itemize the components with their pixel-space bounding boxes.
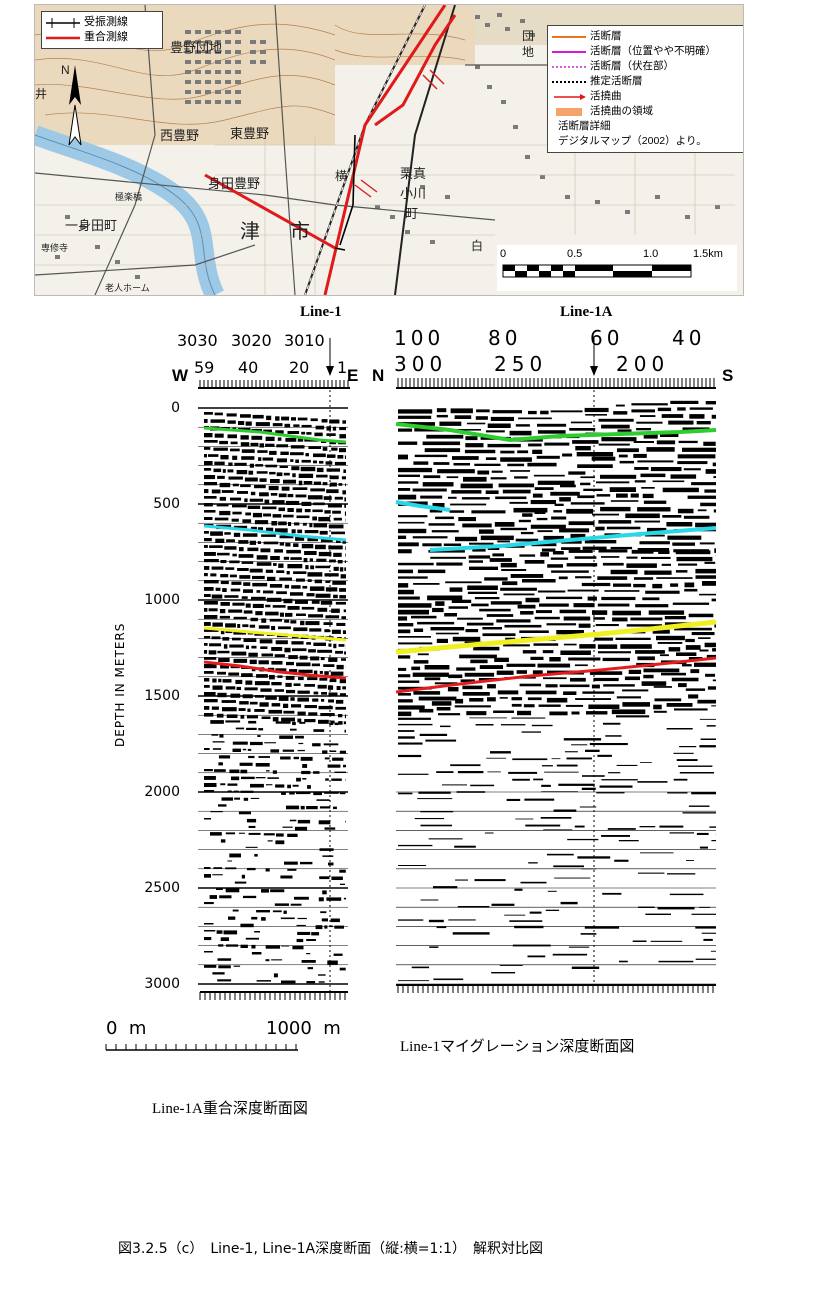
- legend-item-inferred-fault: 推定活断層: [552, 74, 742, 89]
- left-bottom-axis-20: 20: [289, 358, 310, 377]
- right-top-axis-40: 40: [672, 326, 706, 350]
- horizon-cyan: [203, 524, 347, 542]
- place-label: 栗真: [400, 166, 427, 181]
- horizon-yellow-right: [395, 619, 717, 655]
- depth-tick-3000: 3000: [144, 976, 180, 992]
- right-top-axis-60: 60: [590, 326, 624, 350]
- left-bottom-axis-59: 59: [194, 358, 215, 377]
- left-section: [198, 338, 350, 1000]
- flexure-arrow-icon: [552, 92, 586, 102]
- cmp-line-icon: [46, 33, 80, 43]
- horizon-yellow: [203, 626, 347, 642]
- place-label: 小川: [400, 186, 427, 201]
- legend-item-receiver-line: 受振測線: [46, 15, 158, 30]
- north-label: N: [61, 63, 70, 77]
- scale-tick-0: 0: [500, 248, 507, 260]
- receiver-line-icon: [46, 17, 80, 28]
- inferred-fault-icon: [552, 77, 586, 87]
- place-label: 井: [35, 87, 48, 101]
- north-dir-label: N: [372, 366, 385, 385]
- depth-tick-2500: 2500: [144, 880, 180, 896]
- legend-item-concealed-fault: 活断層（伏在部）: [552, 59, 742, 74]
- place-label: 豊野団地: [170, 40, 223, 55]
- line1-title: Line-1: [300, 304, 342, 320]
- distance-scale-1000: 1000 m: [266, 1018, 341, 1039]
- concealed-fault-icon: [552, 62, 586, 72]
- place-label: 町: [405, 206, 419, 221]
- depth-tick-500: 500: [153, 496, 180, 512]
- right-bottom-axis-200: 200: [616, 352, 670, 376]
- place-label: 団: [522, 29, 535, 43]
- left-bottom-axis-40: 40: [238, 358, 259, 377]
- legend-item-flexure: 活撓曲: [552, 89, 742, 104]
- place-label: 白: [471, 239, 484, 253]
- map-scale-bar: 0 0.5 1.0 1.5km: [497, 245, 737, 291]
- left-bottom-axis-1: 1: [337, 358, 348, 377]
- legend-source-line1: 活断層詳細: [558, 120, 611, 132]
- active-fault-icon: [552, 32, 586, 42]
- east-label: E: [347, 366, 359, 385]
- place-label: 地: [522, 45, 535, 59]
- south-dir-label: S: [722, 366, 734, 385]
- migration-section-caption: Line-1マイグレーション深度断面図: [400, 1039, 635, 1055]
- left-top-axis-3020: 3020: [231, 331, 272, 350]
- horizon-red-right: [395, 656, 717, 694]
- legend-source-line2: デジタルマップ（2002）より。: [558, 135, 707, 147]
- place-label: 身田豊野: [208, 176, 261, 191]
- location-map: N 豊野団地 西豊野 東豊野 身田豊野 一身田町 津 市 栗真 小川 町 団 地…: [34, 4, 744, 296]
- north-arrow-icon: [68, 65, 82, 146]
- depth-tick-2000: 2000: [144, 784, 180, 800]
- stack-section-caption: Line-1A重合深度断面図: [152, 1101, 308, 1117]
- west-label: W: [172, 366, 189, 385]
- flexure-area-icon: [552, 107, 586, 117]
- left-top-axis-3010: 3010: [284, 331, 325, 350]
- legend-item-uncertain-fault: 活断層（位置やや不明確）: [552, 44, 742, 59]
- figure-caption: 図3.2.5（c） Line-1, Line-1A深度断面（縦:横=1:1） 解…: [118, 1241, 544, 1257]
- survey-line-legend: 受振測線 重合測線: [41, 11, 163, 49]
- legend-item-active-fault: 活断層: [552, 29, 742, 44]
- scale-tick-1-5: 1.5km: [693, 248, 723, 260]
- horizon-green: [203, 426, 347, 444]
- right-bottom-axis-300: 300: [394, 352, 448, 376]
- depth-tick-1000: 1000: [144, 592, 180, 608]
- distance-scale-bar: [105, 1044, 298, 1051]
- uncertain-fault-icon: [552, 47, 586, 57]
- place-label: 極楽橋: [115, 192, 143, 202]
- place-label: 津: [240, 221, 260, 243]
- place-label: 一身田町: [65, 218, 118, 233]
- horizon-red: [203, 660, 347, 680]
- right-top-axis-80: 80: [488, 326, 522, 350]
- distance-scale-zero: 0 m: [106, 1018, 147, 1039]
- depth-tick-1500: 1500: [144, 688, 180, 704]
- survey-lines: [204, 5, 457, 295]
- place-label: 東豊野: [230, 126, 270, 141]
- place-label: 西豊野: [160, 128, 200, 143]
- place-label: 老人ホーム: [105, 283, 150, 293]
- line1a-title: Line-1A: [560, 304, 613, 320]
- legend-item-cmp-line: 重合測線: [46, 30, 158, 45]
- horizon-cyan-right-b: [429, 526, 717, 552]
- left-top-axis-3030: 3030: [177, 331, 218, 350]
- fault-legend: 活断層 活断層（位置やや不明確） 活断層（伏在部） 推定活断層 活撓曲 活撓曲の…: [547, 25, 743, 153]
- right-top-axis-100: 100: [394, 326, 445, 350]
- right-section: [395, 338, 717, 993]
- horizon-green-right: [395, 422, 717, 443]
- depth-tick-0: 0: [171, 400, 180, 416]
- horizon-cyan-right-a: [395, 500, 451, 512]
- right-bottom-axis-250: 250: [494, 352, 548, 376]
- place-label: 横: [335, 169, 348, 183]
- place-label: 専修寺: [41, 243, 69, 253]
- legend-item-flexure-area: 活撓曲の領域: [552, 104, 742, 119]
- place-label: 市: [290, 221, 310, 243]
- scale-tick-1-0: 1.0: [643, 248, 659, 260]
- scale-tick-0-5: 0.5: [567, 248, 583, 260]
